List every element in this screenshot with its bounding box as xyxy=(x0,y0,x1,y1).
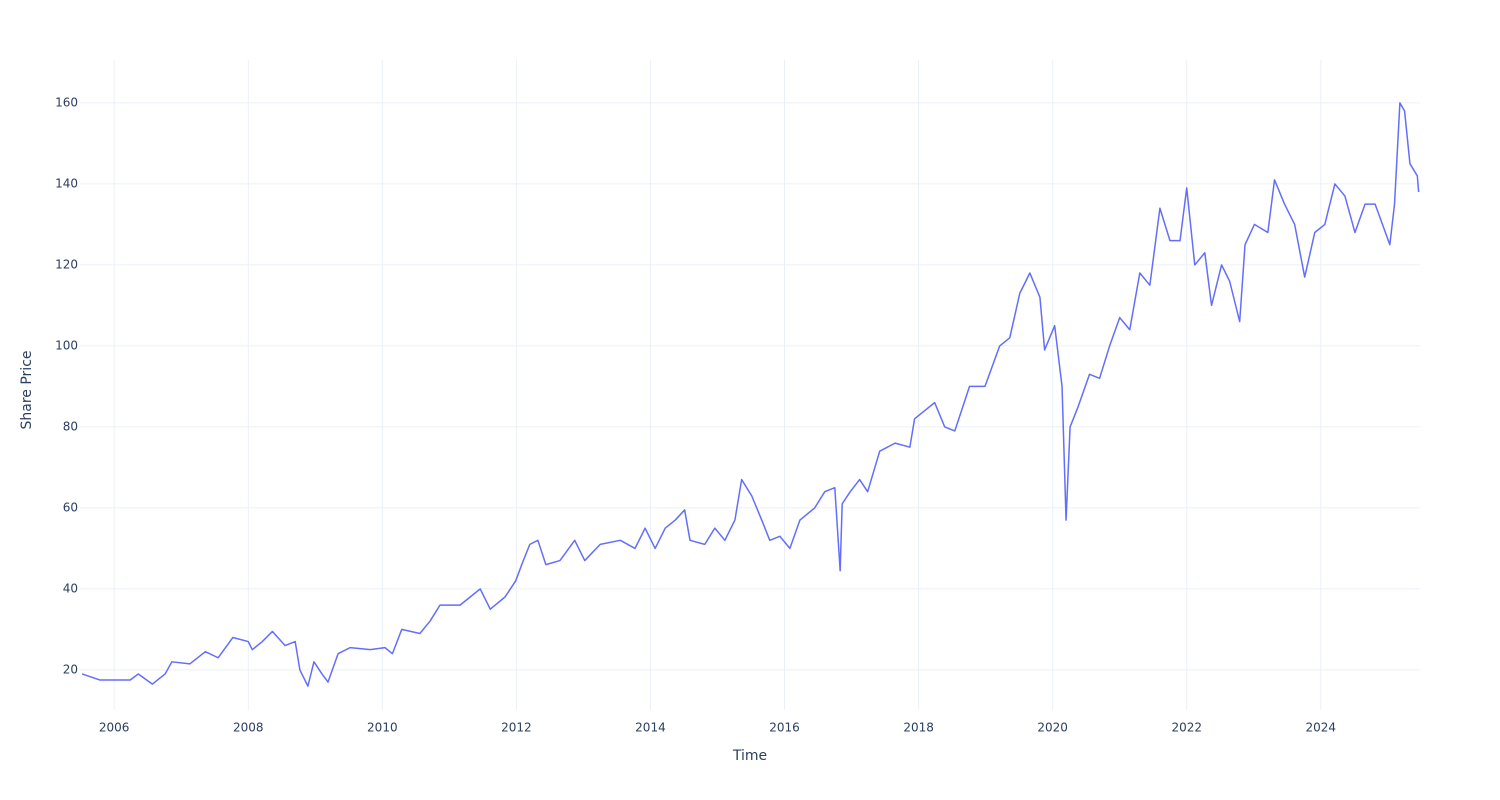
x-tick-label: 2020 xyxy=(1037,721,1068,735)
y-tick-label: 20 xyxy=(63,662,78,676)
x-tick-label: 2012 xyxy=(501,721,532,735)
y-tick-label: 80 xyxy=(63,419,78,433)
x-tick-label: 2018 xyxy=(903,721,934,735)
x-tick-label: 2008 xyxy=(233,721,264,735)
x-axis-title: Time xyxy=(732,748,767,764)
price-line xyxy=(81,102,1420,687)
grid-layer xyxy=(80,60,1420,710)
x-tick-label: 2006 xyxy=(99,721,130,735)
y-tick-label: 40 xyxy=(63,581,78,595)
y-axis-title: Share Price xyxy=(19,350,35,429)
x-tick-label: 2014 xyxy=(635,721,666,735)
x-tick-label: 2016 xyxy=(769,721,800,735)
y-tick-label: 100 xyxy=(55,338,78,352)
x-tick-label: 2022 xyxy=(1171,721,1202,735)
x-tick-label: 2010 xyxy=(367,721,398,735)
y-tick-label: 60 xyxy=(63,500,78,514)
y-tick-label: 140 xyxy=(55,176,78,190)
y-tick-label: 120 xyxy=(55,257,78,271)
y-tick-label: 160 xyxy=(55,95,78,109)
x-tick-label: 2024 xyxy=(1306,721,1337,735)
